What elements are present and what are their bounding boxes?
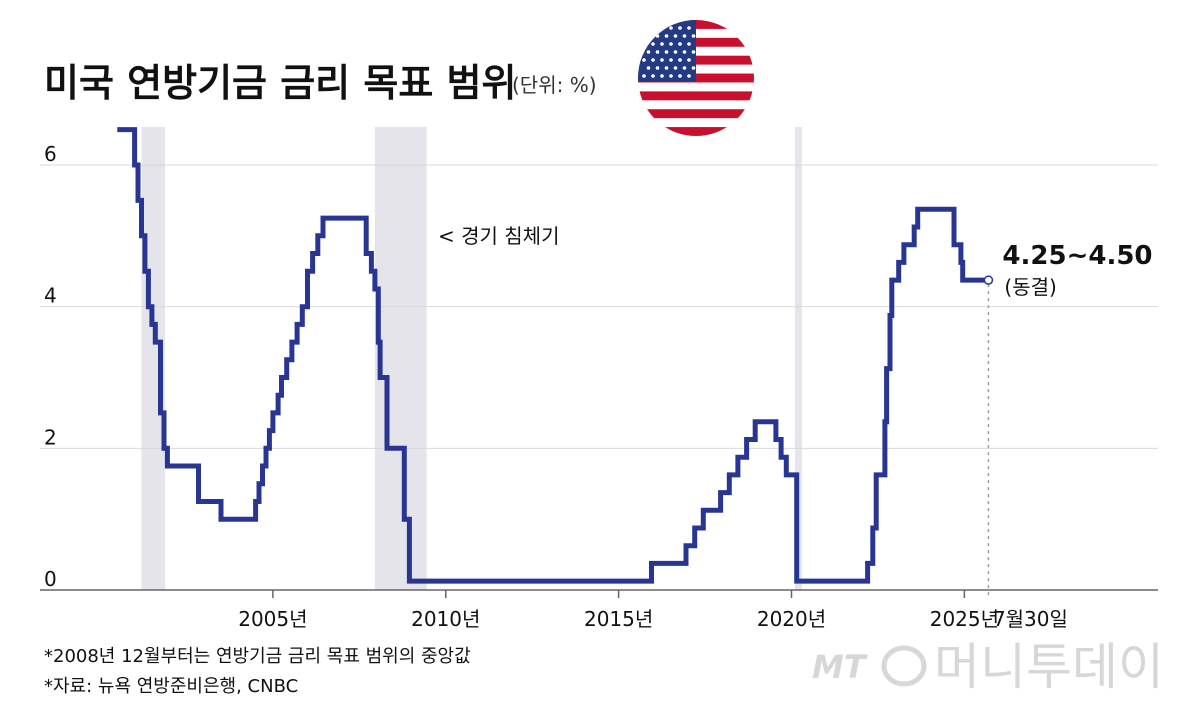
flag-star — [651, 74, 655, 78]
series — [117, 127, 994, 598]
x-tick-label: 2015년 — [584, 607, 653, 631]
chart-title: 미국 연방기금 금리 목표 범위 — [44, 61, 516, 105]
grid — [40, 164, 1158, 449]
flag-star — [678, 74, 682, 78]
recession-label: < 경기 침체기 — [438, 224, 559, 248]
watermark: MT 머니투데이 — [812, 638, 1164, 696]
recession-band — [794, 127, 802, 590]
footnote-2: *자료: 뉴욕 연방준비은행, CNBC — [44, 676, 298, 697]
flag-stripe — [638, 118, 754, 128]
flag-star — [691, 34, 696, 38]
y-tick-label: 0 — [44, 567, 57, 591]
flag-star — [678, 58, 682, 62]
flag-star — [687, 58, 691, 62]
flag-star — [669, 26, 673, 30]
flag-star — [678, 42, 682, 46]
data-label-note: (동결) — [1004, 275, 1056, 299]
flag-star — [660, 74, 664, 78]
flag-star — [682, 50, 687, 54]
flag-star — [660, 26, 664, 30]
flag-star — [691, 50, 696, 54]
flag-star — [655, 66, 660, 70]
x-tick-label: 2005년 — [238, 607, 307, 631]
flag-star — [660, 42, 664, 46]
unit-label: (단위: %) — [512, 73, 597, 97]
series-line — [117, 127, 985, 584]
flag-star — [660, 58, 664, 62]
labels: 7월30일 4.25~4.50 (동결) — [993, 241, 1153, 631]
watermark-name: 머니투데이 — [934, 638, 1164, 696]
flag-star — [664, 66, 669, 70]
flag-star — [673, 34, 678, 38]
flag-stripe — [638, 109, 754, 119]
flag-star — [682, 34, 687, 38]
end-point — [983, 275, 994, 285]
flag-star — [646, 34, 651, 38]
watermark-swoosh-icon — [881, 645, 927, 687]
flag-star — [687, 42, 691, 46]
flag-star — [642, 74, 646, 78]
flag-star — [682, 66, 687, 70]
watermark-logo: MT — [812, 648, 868, 686]
y-tick-label: 6 — [44, 142, 57, 166]
recession-band — [374, 127, 427, 590]
flag-star — [646, 50, 651, 54]
flag-star — [646, 66, 651, 70]
y-tick-label: 4 — [44, 284, 57, 308]
x-tick-label: 2025년 — [930, 607, 999, 631]
flag-star — [651, 26, 655, 30]
flag-star — [673, 50, 678, 54]
flag-star — [687, 26, 691, 30]
recession-bands — [141, 127, 802, 590]
flag-star — [642, 42, 646, 46]
data-label-value: 4.25~4.50 — [1002, 241, 1152, 271]
flag-stripe — [638, 91, 754, 101]
footnote-1: *2008년 12월부터는 연방기금 금리 목표 범위의 중앙값 — [44, 646, 471, 667]
flag-star — [678, 26, 682, 30]
x-tick-label: 2020년 — [757, 607, 826, 631]
flag-star — [642, 26, 646, 30]
x-end-label: 7월30일 — [993, 607, 1068, 631]
flag-stripe — [638, 100, 754, 110]
x-tick-label: 2010년 — [411, 607, 480, 631]
axes: 0 2 4 6 2005년 2010년 2015년 2020년 2025년 — [40, 142, 1158, 631]
flag-star — [642, 58, 646, 62]
y-tick-label: 2 — [44, 425, 57, 449]
us-flag-icon — [638, 20, 754, 136]
flag-star — [655, 34, 660, 38]
flag-star — [673, 66, 678, 70]
flag-star — [651, 58, 655, 62]
flag-star — [664, 34, 669, 38]
flag-star — [687, 74, 691, 78]
flag-star — [664, 50, 669, 54]
flag-star — [655, 50, 660, 54]
flag-star — [669, 42, 673, 46]
flag-star — [669, 74, 673, 78]
flag-star — [669, 58, 673, 62]
flag-stripe — [638, 82, 754, 92]
flag-star — [651, 42, 655, 46]
flag-stripe — [638, 127, 754, 136]
flag-star — [691, 66, 696, 70]
